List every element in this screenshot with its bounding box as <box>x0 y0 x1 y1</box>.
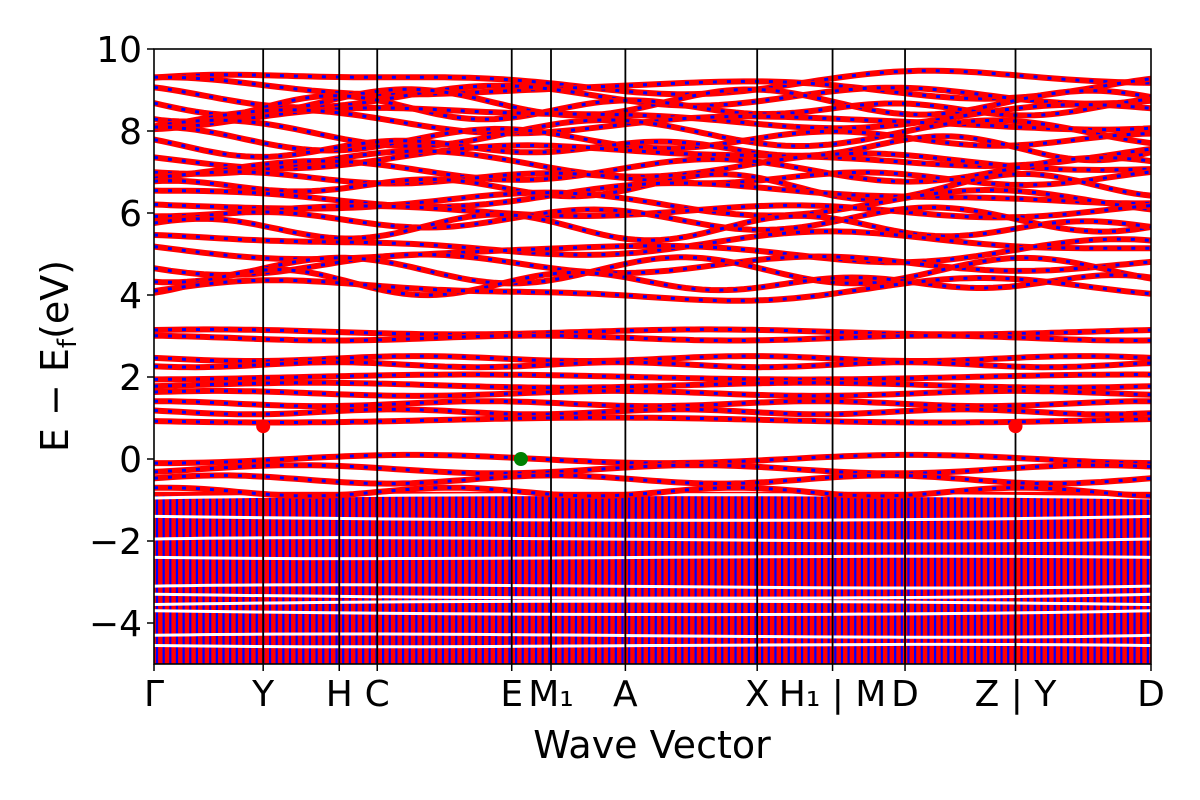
band-spin-down <box>154 406 1151 418</box>
y-axis-label-subscript: f <box>53 338 83 348</box>
band-gap-line <box>154 583 1151 590</box>
band-spin-down <box>154 462 1151 477</box>
band-spin-up <box>154 94 1151 124</box>
band-gap-line <box>154 592 1151 600</box>
band-spin-down <box>154 387 1151 399</box>
y-tick-label: 10 <box>96 30 142 71</box>
x-tick-label: D <box>891 674 919 715</box>
band-spin-up <box>154 268 1151 297</box>
band-gap-line <box>154 642 1151 649</box>
dense-band-region <box>154 491 1151 664</box>
x-tick-label: H <box>326 674 353 715</box>
band-gap-line <box>154 514 1151 522</box>
x-tick-label: M₁ <box>528 674 574 715</box>
band-spin-down <box>154 74 1151 102</box>
band-spin-up <box>154 255 1151 285</box>
x-tick-label: X <box>745 674 770 715</box>
band-spin-down <box>154 332 1151 344</box>
band-spin-up <box>154 134 1151 162</box>
band-spin-down <box>154 154 1151 185</box>
plot-frame <box>153 48 1152 665</box>
band-spin-down <box>154 472 1151 487</box>
cbm-marker <box>1008 419 1023 434</box>
kpoint-divider-lines <box>262 49 1017 664</box>
x-tick-label: A <box>613 674 638 715</box>
y-axis-ticks: −4 −2 0 2 4 6 8 10 <box>89 30 154 645</box>
x-axis-label: Wave Vector <box>533 723 771 767</box>
band-gap-line <box>154 632 1151 639</box>
y-axis-label-unit: (eV) <box>33 260 77 339</box>
band-spin-down <box>154 414 1151 426</box>
band-spin-down <box>154 359 1151 371</box>
band-spin-up <box>154 87 1151 117</box>
y-tick-label: 2 <box>119 358 142 399</box>
x-tick-label: H₁ | M <box>779 674 887 715</box>
x-tick-label: C <box>365 674 390 715</box>
cbm-marker <box>256 419 271 434</box>
y-tick-label: 6 <box>119 194 142 235</box>
y-tick-label: 8 <box>119 112 142 153</box>
band-gap-line <box>154 599 1151 607</box>
y-tick-label: 0 <box>119 440 142 481</box>
y-tick-label: −4 <box>89 604 142 645</box>
band-spin-down <box>154 398 1151 410</box>
x-tick-label: Z | Y <box>975 674 1058 715</box>
band-spin-down <box>154 67 1151 98</box>
band-gap-line <box>154 536 1151 543</box>
band-gap-line <box>154 554 1151 561</box>
band-spin-down <box>154 484 1151 499</box>
band-edge-markers <box>256 419 1023 466</box>
vbm-marker <box>513 452 528 466</box>
band-spin-down <box>154 353 1151 364</box>
band-spin-down <box>154 228 1151 258</box>
x-tick-label: Γ <box>144 674 164 715</box>
x-tick-label: E <box>500 674 523 715</box>
band-spin-down <box>154 379 1151 391</box>
band-lines <box>154 67 1151 499</box>
band-gap-line <box>154 609 1151 617</box>
band-spin-down <box>154 180 1151 210</box>
band-spin-up <box>154 172 1151 201</box>
band-spin-up <box>154 212 1151 242</box>
band-spin-down <box>154 251 1151 278</box>
y-axis-label-main: E − E <box>33 348 77 452</box>
band-spin-down <box>154 371 1151 383</box>
y-tick-label: −2 <box>89 522 142 563</box>
band-spin-down <box>154 204 1151 235</box>
y-axis-label: E − Ef(eV) <box>33 260 83 452</box>
y-tick-label: 4 <box>119 276 142 317</box>
x-tick-label: Y <box>251 674 275 715</box>
x-tick-label: D <box>1137 674 1165 715</box>
band-spin-down <box>154 275 1151 304</box>
band-spin-down <box>154 117 1151 150</box>
